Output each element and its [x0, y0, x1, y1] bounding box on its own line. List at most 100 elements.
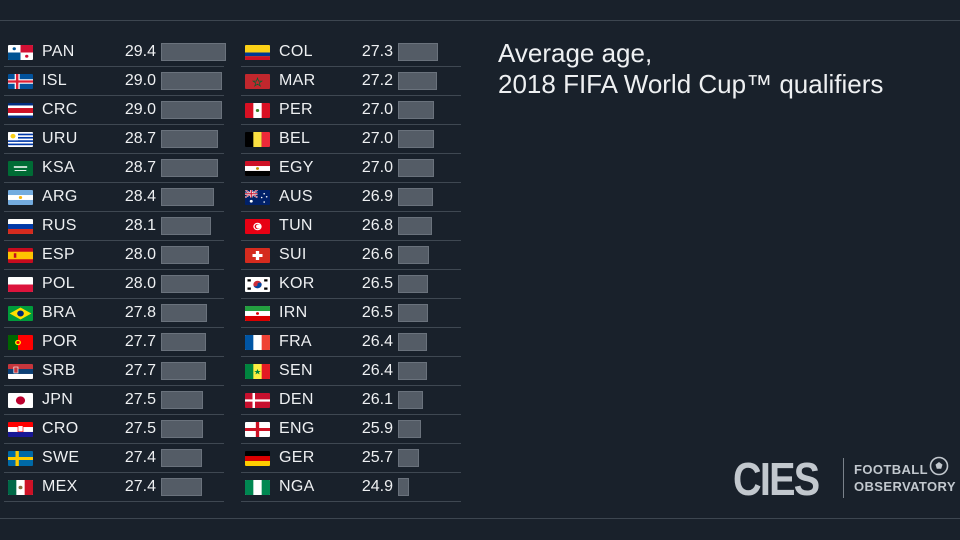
country-code: CRC — [42, 101, 78, 118]
age-value: 26.9 — [361, 188, 393, 205]
irn-flag-icon — [245, 306, 270, 321]
age-bar — [161, 304, 207, 322]
table-row: GER 25.7 — [241, 444, 461, 473]
table-row: IRN 26.5 — [241, 299, 461, 328]
age-bar — [398, 391, 424, 409]
age-value: 29.0 — [124, 101, 156, 118]
age-bar — [398, 304, 429, 322]
age-value: 27.0 — [361, 130, 393, 147]
age-bar — [161, 391, 204, 409]
jpn-flag-icon — [8, 393, 33, 408]
table-row: BRA 27.8 — [4, 299, 224, 328]
age-bar — [398, 72, 437, 90]
country-code: POL — [42, 275, 75, 292]
age-bar — [161, 217, 211, 235]
table-row: BEL 27.0 — [241, 125, 461, 154]
country-code: PAN — [42, 43, 75, 60]
age-bar — [398, 43, 438, 61]
age-value: 25.7 — [361, 449, 393, 466]
age-bar — [398, 101, 435, 119]
logo-line1: FOOTBALL — [854, 462, 928, 477]
age-bar — [398, 362, 428, 380]
country-code: BRA — [42, 304, 76, 321]
logo-line2: OBSERVATORY — [854, 479, 956, 494]
table-row: DEN 26.1 — [241, 386, 461, 415]
kor-flag-icon — [245, 277, 270, 292]
table-row: ESP 28.0 — [4, 241, 224, 270]
country-code: DEN — [279, 391, 314, 408]
table-row: FRA 26.4 — [241, 328, 461, 357]
country-code: EGY — [279, 159, 314, 176]
table-row: POR 27.7 — [4, 328, 224, 357]
age-value: 26.4 — [361, 333, 393, 350]
top-divider — [0, 20, 960, 21]
age-value: 25.9 — [361, 420, 393, 437]
table-row: AUS 26.9 — [241, 183, 461, 212]
age-value: 27.5 — [124, 420, 156, 437]
isl-flag-icon — [8, 74, 33, 89]
country-code: FRA — [279, 333, 312, 350]
country-code: KSA — [42, 159, 75, 176]
por-flag-icon — [8, 335, 33, 350]
age-value: 28.7 — [124, 130, 156, 147]
table-row: KOR 26.5 — [241, 270, 461, 299]
den-flag-icon — [245, 393, 270, 408]
age-value: 28.4 — [124, 188, 156, 205]
country-code: POR — [42, 333, 78, 350]
ger-flag-icon — [245, 451, 270, 466]
age-value: 27.0 — [361, 159, 393, 176]
age-bar — [161, 159, 218, 177]
country-code: RUS — [42, 217, 77, 234]
table-row: SWE 27.4 — [4, 444, 224, 473]
country-code: SEN — [279, 362, 313, 379]
age-bar — [161, 188, 215, 206]
table-row: EGY 27.0 — [241, 154, 461, 183]
table-row: RUS 28.1 — [4, 212, 224, 241]
bra-flag-icon — [8, 306, 33, 321]
sui-flag-icon — [245, 248, 270, 263]
age-bar — [398, 130, 435, 148]
country-code: CRO — [42, 420, 79, 437]
ksa-flag-icon — [8, 161, 33, 176]
age-value: 29.4 — [124, 43, 156, 60]
country-code: BEL — [279, 130, 311, 147]
age-value: 27.3 — [361, 43, 393, 60]
age-value: 27.4 — [124, 449, 156, 466]
logo-separator — [843, 458, 844, 498]
age-value: 27.2 — [361, 72, 393, 89]
mar-flag-icon — [245, 74, 270, 89]
table-row: MAR 27.2 — [241, 67, 461, 96]
age-bar — [161, 478, 203, 496]
table-row: URU 28.7 — [4, 125, 224, 154]
arg-flag-icon — [8, 190, 33, 205]
age-bar — [398, 246, 430, 264]
age-bar — [398, 478, 409, 496]
country-code: ISL — [42, 72, 67, 89]
age-bar — [398, 275, 429, 293]
age-value: 28.0 — [124, 275, 156, 292]
country-code: URU — [42, 130, 78, 147]
logo-text: FOOTBALL OBSERVATORY — [854, 461, 956, 495]
country-code: GER — [279, 449, 315, 466]
country-code: MAR — [279, 72, 316, 89]
table-row: SUI 26.6 — [241, 241, 461, 270]
table-row: PER 27.0 — [241, 96, 461, 125]
rus-flag-icon — [8, 219, 33, 234]
age-value: 27.8 — [124, 304, 156, 321]
age-value: 27.4 — [124, 478, 156, 495]
table-row: POL 28.0 — [4, 270, 224, 299]
age-bar — [398, 188, 434, 206]
age-value: 26.5 — [361, 275, 393, 292]
pol-flag-icon — [8, 277, 33, 292]
uru-flag-icon — [8, 132, 33, 147]
age-bar — [161, 101, 222, 119]
age-value: 29.0 — [124, 72, 156, 89]
bottom-divider — [0, 518, 960, 519]
age-bar — [161, 420, 204, 438]
country-code: IRN — [279, 304, 308, 321]
table-row: SEN 26.4 — [241, 357, 461, 386]
country-code: MEX — [42, 478, 78, 495]
country-code: ESP — [42, 246, 75, 263]
age-bar — [161, 130, 218, 148]
table-row: JPN 27.5 — [4, 386, 224, 415]
